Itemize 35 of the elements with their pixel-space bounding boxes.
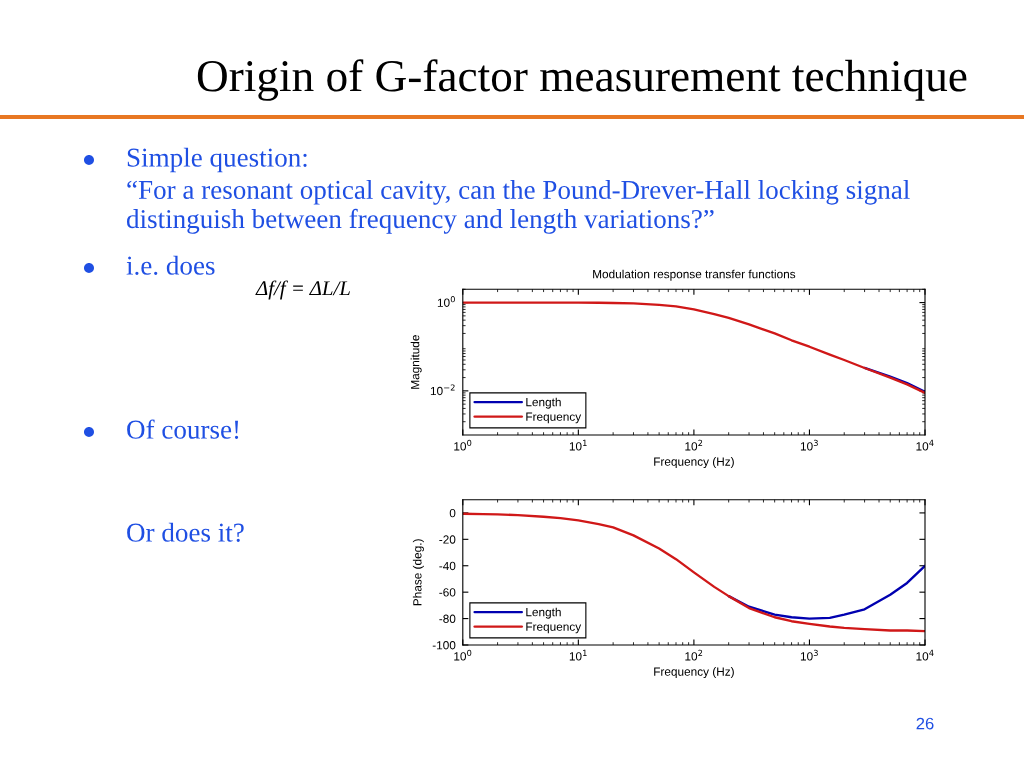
x-tick-label: 10$^{0}$ (454, 649, 472, 661)
text: 26 (916, 717, 934, 730)
legend-label: Length (526, 607, 561, 619)
y-axis-title: Magnitude (410, 335, 422, 389)
text: Or does it? (127, 522, 244, 542)
x-tick-label: 10$^{3}$ (800, 649, 818, 661)
y-tick-label: 10$^{0}$ (437, 296, 455, 307)
text: Of course! (127, 419, 239, 439)
x-tick-label: 10$^{3}$ (800, 439, 818, 451)
y-tick-label: 10$^{−2}$ (430, 384, 455, 396)
text: “For a resonant optical cavity, can the Pound-Drever-Hall locking signal distinguish between frequency and length variations?” (126, 180, 910, 234)
legend-label: Frequency (526, 622, 582, 634)
text: Origin of G-factor measurement technique (197, 59, 967, 101)
x-axis-title: Frequency (Hz) (654, 667, 734, 679)
y-tick-label: -40 (439, 561, 456, 571)
text: Δf/f = ΔL/L (255, 280, 350, 300)
x-axis-title: Frequency (Hz) (654, 457, 734, 469)
y-tick-label: -20 (439, 535, 456, 544)
y-tick-label: -100 (432, 641, 456, 650)
y-tick-label: -80 (439, 614, 456, 623)
legend-label: Frequency (526, 412, 582, 424)
legend-label: Length (526, 397, 561, 409)
x-tick-label: 10$^{2}$ (685, 439, 703, 451)
y-tick-label: -60 (439, 588, 456, 597)
x-tick-label: 10$^{4}$ (916, 649, 934, 661)
text: Simple question: (127, 147, 307, 173)
x-tick-label: 10$^{1}$ (569, 649, 587, 661)
chart-title: Modulation response transfer functions (593, 269, 796, 281)
text: i.e. does (126, 255, 215, 275)
y-tick-label: 0 (449, 508, 456, 518)
x-tick-label: 10$^{4}$ (916, 439, 934, 451)
y-axis-title: Phase (deg.) (412, 539, 424, 606)
x-tick-label: 10$^{2}$ (685, 649, 703, 661)
x-tick-label: 10$^{0}$ (454, 439, 472, 451)
x-tick-label: 10$^{1}$ (569, 439, 587, 451)
